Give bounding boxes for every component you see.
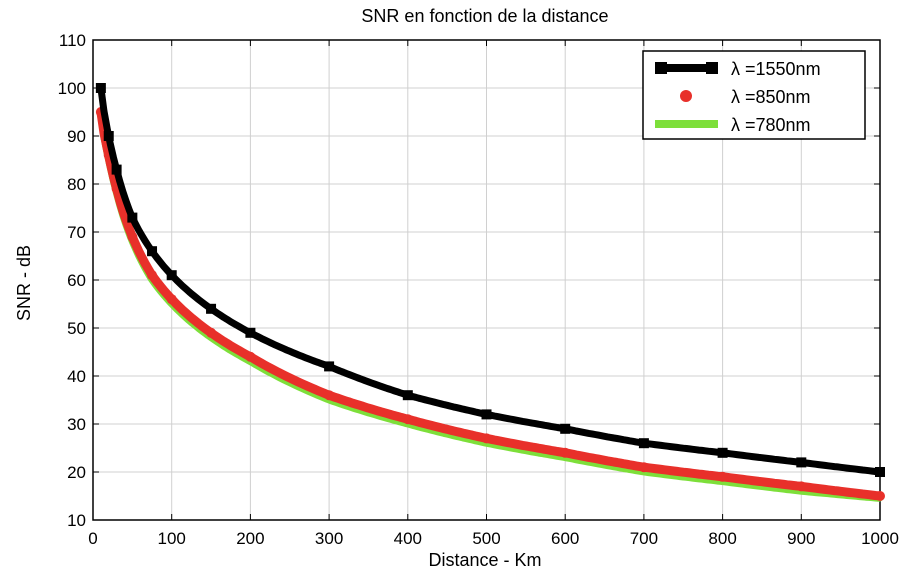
data-point [324, 390, 335, 401]
data-point [127, 212, 138, 223]
data-point [245, 327, 256, 338]
data-point [796, 457, 807, 468]
y-tick-label: 40 [67, 367, 86, 386]
x-tick-label: 900 [787, 529, 815, 548]
legend-marker [655, 62, 667, 74]
y-axis-label: SNR - dB [14, 245, 34, 321]
y-tick-label: 30 [67, 415, 86, 434]
y-tick-label: 70 [67, 223, 86, 242]
data-point [560, 447, 571, 458]
data-point [127, 231, 138, 242]
data-point [95, 83, 106, 93]
data-point [560, 423, 571, 434]
series-1 [95, 83, 885, 477]
data-point [717, 447, 728, 458]
data-point [717, 471, 728, 482]
data-point [147, 270, 158, 281]
series-2 [95, 107, 885, 501]
data-point [402, 390, 413, 401]
y-tick-label: 50 [67, 319, 86, 338]
legend: λ =1550nm λ =850nm λ =780nm [642, 50, 866, 140]
x-tick-label: 0 [88, 529, 97, 548]
legend-item: λ =850nm [680, 87, 811, 107]
data-point [638, 438, 649, 449]
data-point [166, 294, 177, 305]
axis-ticks: 0 100 200 300 400 500 600 700 800 900 1000 10 20 30 40… [58, 31, 899, 548]
y-tick-label: 60 [67, 271, 86, 290]
data-point [166, 270, 177, 281]
x-tick-label: 1000 [861, 529, 899, 548]
y-tick-label: 10 [67, 511, 86, 530]
data-point [324, 361, 335, 372]
x-tick-label: 200 [236, 529, 264, 548]
legend-marker [706, 62, 718, 74]
data-point [245, 351, 256, 362]
legend-item: λ =1550nm [655, 59, 821, 79]
data-point [875, 491, 885, 501]
x-tick-label: 600 [551, 529, 579, 548]
data-point [638, 462, 649, 473]
data-point [103, 131, 114, 141]
x-tick-label: 500 [472, 529, 500, 548]
data-point [402, 414, 413, 425]
data-point [875, 467, 885, 477]
data-point [481, 409, 492, 420]
data-point [111, 164, 122, 175]
legend-item: λ =780nm [655, 115, 811, 135]
data-point [796, 481, 807, 492]
x-tick-label: 800 [708, 529, 736, 548]
y-tick-label: 110 [59, 31, 86, 50]
x-tick-label: 300 [315, 529, 343, 548]
data-point [206, 327, 217, 338]
y-tick-label: 90 [67, 127, 86, 146]
y-tick-label: 20 [67, 463, 86, 482]
x-tick-label: 400 [394, 529, 422, 548]
x-axis-label: Distance - Km [428, 550, 541, 570]
x-tick-label: 700 [630, 529, 658, 548]
y-tick-label: 80 [67, 175, 86, 194]
x-tick-label: 100 [158, 529, 186, 548]
chart-title: SNR en fonction de la distance [361, 6, 608, 26]
legend-label: λ =1550nm [731, 59, 821, 79]
series-group [95, 83, 885, 502]
data-point [481, 433, 492, 444]
legend-marker [680, 90, 692, 102]
data-point [147, 246, 158, 257]
legend-label: λ =850nm [731, 87, 811, 107]
y-tick-label: 100 [58, 79, 86, 98]
data-point [206, 303, 217, 314]
legend-label: λ =780nm [731, 115, 811, 135]
